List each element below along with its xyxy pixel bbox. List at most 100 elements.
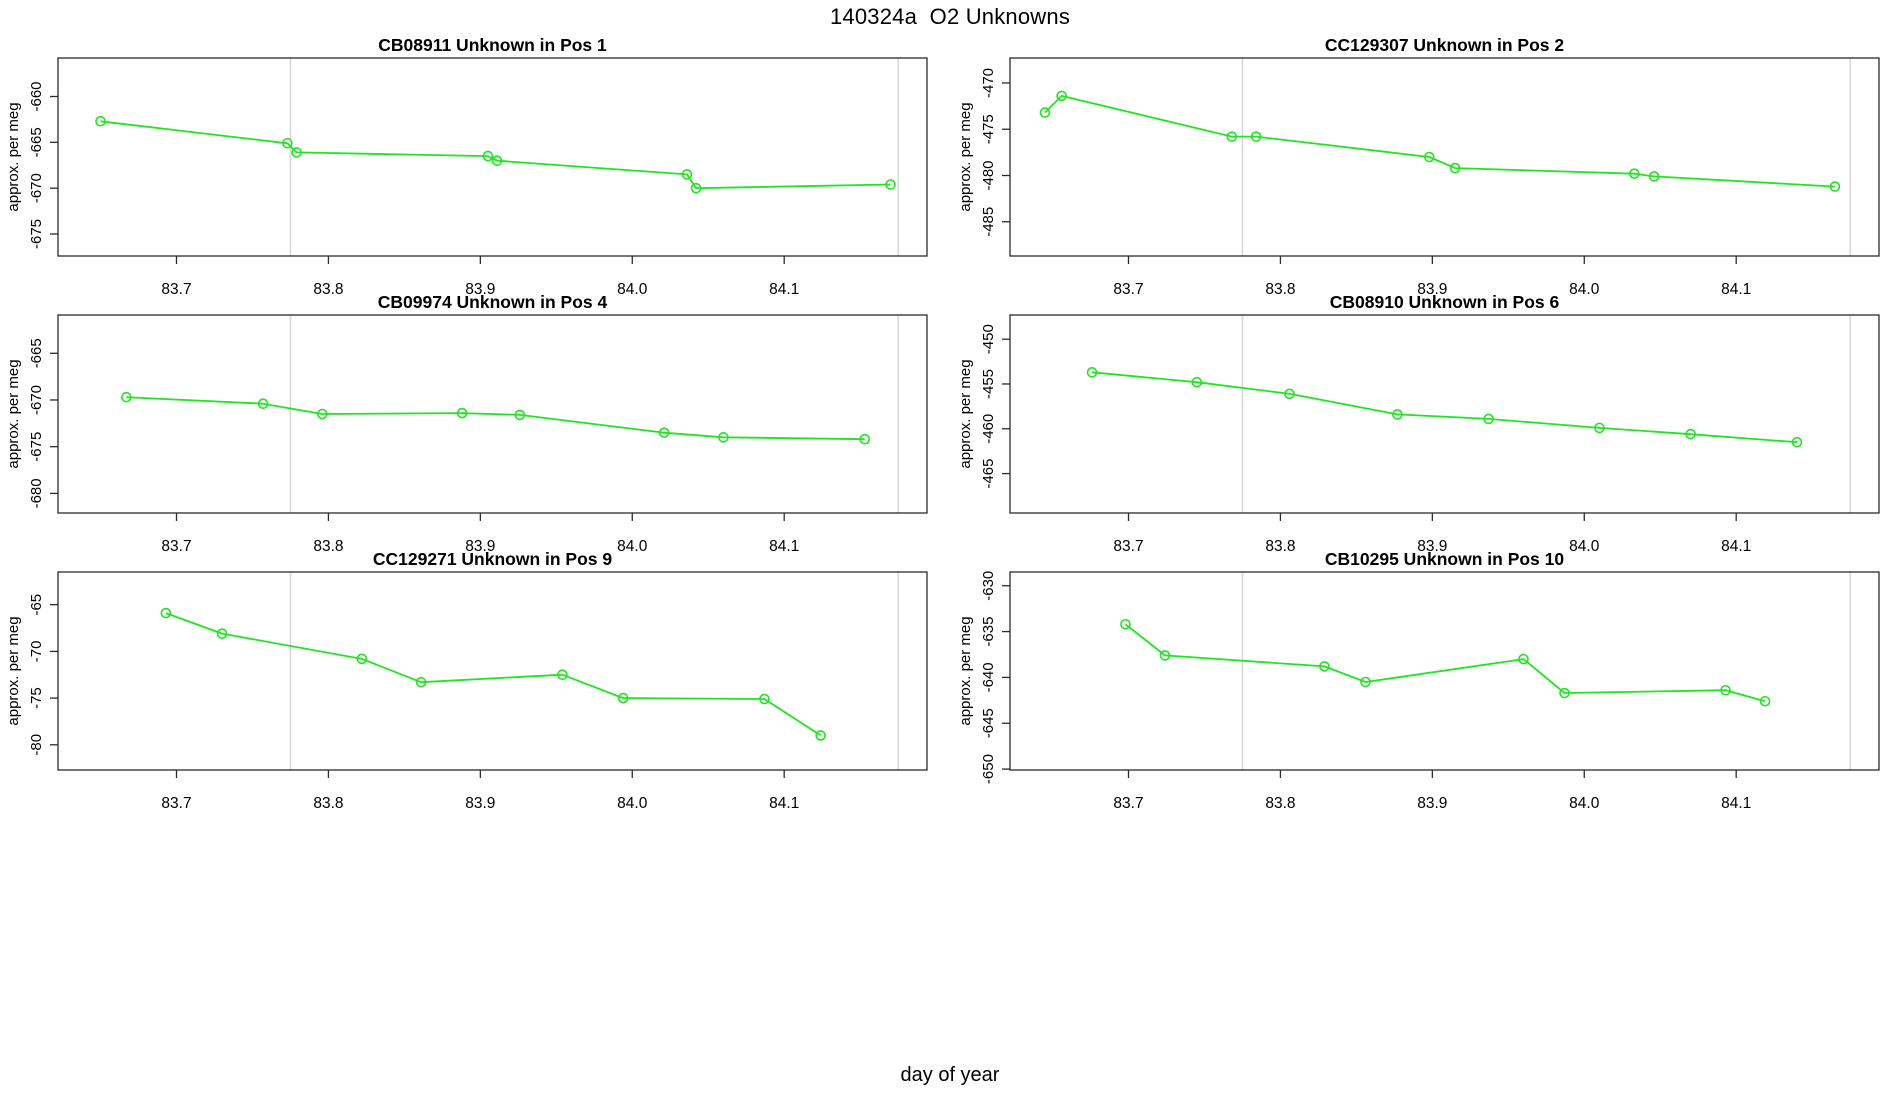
x-tick-label: 83.7 (1113, 281, 1143, 298)
y-tick-label: -65 (28, 594, 45, 616)
data-point (859, 433, 871, 445)
data-point (456, 407, 468, 419)
data-line (1044, 95, 1835, 188)
x-tick-label: 84.0 (617, 281, 648, 298)
y-tick-label: -485 (980, 207, 997, 237)
data-line (165, 612, 822, 737)
y-tick-label: -455 (980, 369, 997, 399)
data-point (1120, 618, 1131, 630)
x-tick-label: 83.8 (1265, 538, 1295, 555)
x-tick-label: 83.9 (465, 795, 495, 812)
y-axis-title: approx. per meg (957, 102, 974, 211)
data-point (759, 693, 770, 705)
panel-title: CB08910 Unknown in Pos 6 (1330, 292, 1560, 312)
data-point (557, 669, 568, 681)
data-line (126, 396, 865, 441)
y-tick-label: -680 (28, 478, 45, 508)
data-point (95, 115, 106, 127)
data-point (1559, 687, 1570, 699)
data-line (1091, 371, 1798, 444)
data-point (257, 398, 269, 410)
x-tick-label: 84.0 (617, 538, 648, 555)
x-tick-label: 83.9 (1417, 281, 1447, 298)
data-point (1159, 650, 1171, 661)
x-tick-label: 84.1 (1721, 538, 1751, 555)
panel-title: CB08911 Unknown in Pos 1 (378, 35, 607, 55)
data-point (1191, 376, 1203, 388)
x-tick-label: 84.0 (617, 795, 648, 812)
y-tick-label: -635 (980, 617, 997, 647)
y-axis-title: approx. per meg (5, 616, 22, 725)
y-tick-label: -465 (980, 459, 997, 489)
panel-title: CB09974 Unknown in Pos 4 (378, 292, 608, 312)
data-point (482, 150, 494, 162)
y-tick-label: -670 (28, 385, 45, 415)
data-point (1086, 367, 1098, 378)
data-point (121, 391, 132, 403)
data-point (282, 137, 293, 149)
data-point (1039, 107, 1051, 118)
x-tick-label: 83.8 (1265, 281, 1295, 298)
plot-box (57, 57, 928, 257)
data-point (1829, 181, 1841, 192)
x-tick-label: 83.8 (1265, 795, 1295, 812)
plot-box (1009, 571, 1880, 771)
y-tick-label: -475 (980, 114, 997, 144)
y-tick-label: -480 (980, 160, 997, 190)
data-point (1483, 413, 1494, 425)
data-point (1518, 653, 1529, 665)
data-point (1449, 162, 1461, 174)
x-tick-label: 84.0 (1569, 281, 1600, 298)
data-point (1594, 422, 1605, 434)
x-tick-label: 84.0 (1569, 795, 1600, 812)
x-tick-label: 83.7 (161, 538, 191, 555)
data-point (1360, 676, 1371, 688)
x-tick-label: 84.0 (1569, 538, 1600, 555)
data-point (681, 169, 693, 180)
x-tick-label: 84.1 (769, 795, 799, 812)
x-tick-label: 84.1 (1721, 795, 1751, 812)
data-point (317, 408, 328, 420)
y-tick-label: -630 (980, 571, 997, 601)
y-axis-title: approx. per meg (957, 359, 974, 468)
y-tick-label: -460 (980, 414, 997, 444)
y-tick-label: -665 (28, 338, 45, 368)
data-point (1720, 684, 1731, 696)
data-line (1124, 623, 1766, 703)
data-point (617, 692, 629, 704)
panel-title: CC129307 Unknown in Pos 2 (1325, 35, 1565, 55)
y-tick-label: -640 (980, 662, 997, 692)
data-point (1056, 90, 1067, 102)
plot-box (1009, 314, 1880, 514)
figure-title: 140324a O2 Unknowns (829, 4, 1071, 29)
plot-box (57, 314, 928, 514)
y-tick-label: -645 (980, 708, 997, 738)
y-tick-label: -660 (28, 81, 45, 111)
y-tick-label: -675 (28, 219, 45, 249)
data-point (1759, 695, 1771, 707)
y-tick-label: -450 (980, 324, 997, 354)
data-point (885, 179, 896, 190)
data-point (1424, 151, 1435, 163)
x-tick-label: 83.7 (1113, 795, 1143, 812)
data-point (815, 730, 826, 741)
y-axis-title: approx. per meg (5, 359, 22, 468)
data-point (658, 427, 670, 438)
data-point (1685, 428, 1696, 440)
data-point (1629, 168, 1640, 179)
x-axis-label: day of year (900, 1064, 1000, 1086)
y-axis-title: approx. per meg (5, 102, 22, 211)
y-tick-label: -70 (28, 641, 45, 663)
x-tick-label: 83.7 (161, 795, 191, 812)
plot-box (1009, 57, 1880, 257)
data-point (690, 182, 702, 194)
y-tick-label: -470 (980, 68, 997, 98)
x-tick-label: 83.7 (1113, 538, 1143, 555)
x-tick-label: 83.9 (465, 538, 495, 555)
y-tick-label: -80 (28, 734, 45, 756)
x-tick-label: 84.1 (769, 538, 799, 555)
data-point (415, 676, 427, 688)
data-point (1392, 409, 1403, 420)
x-tick-label: 83.8 (313, 281, 343, 298)
y-tick-label: -665 (28, 127, 45, 157)
